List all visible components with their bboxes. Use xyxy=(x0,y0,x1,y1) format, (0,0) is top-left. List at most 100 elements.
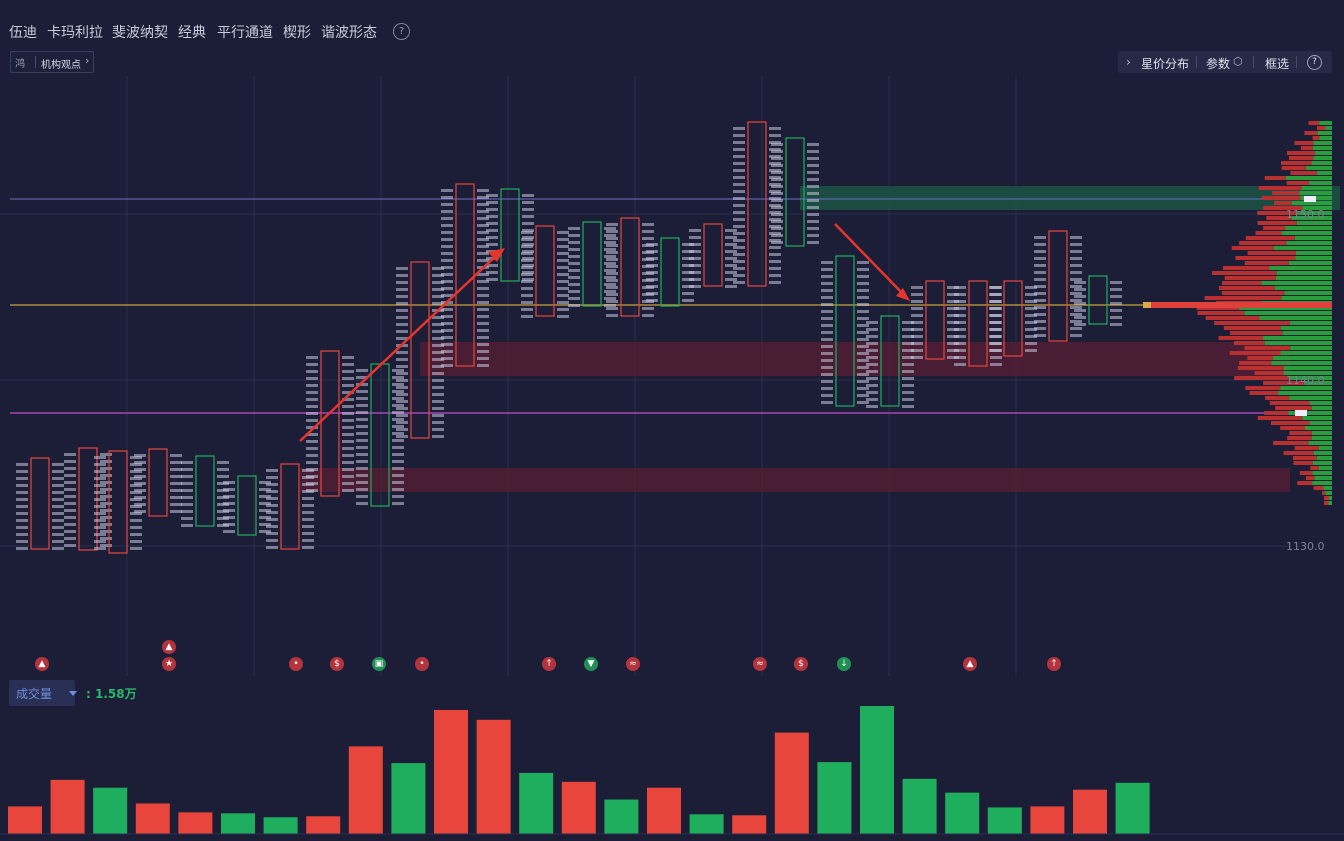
footprint-cell xyxy=(52,470,64,473)
footprint-cell xyxy=(771,213,783,216)
footprint-cell xyxy=(866,370,878,373)
profile-bar-down xyxy=(1278,391,1332,395)
profile-bar-down xyxy=(1319,121,1332,125)
profile-bar-up xyxy=(1244,261,1289,265)
footprint-cell xyxy=(432,379,444,382)
footprint-cell xyxy=(306,433,318,436)
event-marker-icon[interactable]: ↑ xyxy=(542,657,556,671)
event-marker-icon[interactable]: • xyxy=(289,657,303,671)
tool-fibonacci[interactable]: 斐波纳契 xyxy=(112,25,168,41)
footprint-cell xyxy=(441,189,453,192)
event-marker-icon[interactable]: ≈ xyxy=(753,657,767,671)
footprint-cell xyxy=(16,477,28,480)
footprint-cell xyxy=(52,477,64,480)
footprint-cell xyxy=(486,278,498,281)
footprint-cell xyxy=(302,532,314,535)
event-marker-icon[interactable]: ↑ xyxy=(1047,657,1061,671)
footprint-cell xyxy=(807,199,819,202)
footprint-cell xyxy=(441,322,453,325)
event-marker-icon[interactable]: ≈ xyxy=(626,657,640,671)
profile-bar-up xyxy=(1286,151,1316,155)
expand-icon[interactable]: › xyxy=(1126,55,1131,69)
volume-select-label: 成交量 xyxy=(16,687,53,701)
profile-bar-up xyxy=(1264,176,1286,180)
footprint-cell xyxy=(954,307,966,310)
footprint-candle xyxy=(880,315,900,407)
footprint-cell xyxy=(604,304,616,307)
profile-bar-up xyxy=(1263,226,1286,230)
footprint-cell xyxy=(857,261,869,264)
footprint-cell xyxy=(807,178,819,181)
footprint-cell xyxy=(441,329,453,332)
footprint-cell xyxy=(557,287,569,290)
footprint-cell xyxy=(302,504,314,507)
params-icon[interactable]: ⬡ xyxy=(1233,55,1243,68)
footprint-cell xyxy=(64,467,76,470)
params-button[interactable]: 参数 xyxy=(1206,57,1231,71)
profile-bar-down xyxy=(1313,141,1332,145)
volume-bar xyxy=(306,816,341,834)
footprint-cell xyxy=(769,211,781,214)
event-marker-icon[interactable]: ▲ xyxy=(35,657,49,671)
footprint-cell xyxy=(266,525,278,528)
footprint-cell xyxy=(604,248,616,251)
help-icon[interactable]: ? xyxy=(393,23,410,40)
footprint-cell xyxy=(557,266,569,269)
volume-bar xyxy=(1073,789,1107,834)
profile-bar-up xyxy=(1294,141,1314,145)
profile-bar-down xyxy=(1290,346,1332,350)
footprint-cell xyxy=(902,342,914,345)
footprint-cell xyxy=(821,289,833,292)
event-marker-icon[interactable]: ▣ xyxy=(372,657,386,671)
footprint-cell xyxy=(266,546,278,549)
footprint-cell xyxy=(181,496,193,499)
volume-bar xyxy=(604,799,639,834)
tool-camarilla[interactable]: 卡玛利拉 xyxy=(47,25,103,41)
footprint-cell xyxy=(733,134,745,137)
footprint-cell xyxy=(52,491,64,494)
event-marker-icon[interactable]: ▲ xyxy=(162,640,176,654)
footprint-cell xyxy=(356,481,368,484)
tool-harmonic-pattern[interactable]: 谐波形态 xyxy=(321,25,377,41)
footprint-cell xyxy=(477,231,489,234)
footprint-cell xyxy=(441,350,453,353)
event-marker-icon[interactable]: $ xyxy=(330,657,344,671)
footprint-cell xyxy=(1025,321,1037,324)
institution-view-button[interactable]: 鸿 机构观点 › xyxy=(10,51,94,73)
footprint-cell xyxy=(130,526,142,529)
footprint-cell xyxy=(432,393,444,396)
footprint-cell xyxy=(606,272,618,275)
footprint-cell xyxy=(866,321,878,324)
price-distribution-button[interactable]: 星价分布 xyxy=(1141,57,1190,71)
value-area-band xyxy=(300,468,1290,492)
footprint-chart[interactable] xyxy=(0,76,1344,676)
footprint-cell xyxy=(857,401,869,404)
event-marker-icon[interactable]: ★ xyxy=(162,657,176,671)
footprint-cell xyxy=(356,411,368,414)
footprint-cell xyxy=(522,215,534,218)
event-marker-icon[interactable]: ▼ xyxy=(584,657,598,671)
tool-woodie[interactable]: 伍迪 xyxy=(9,25,37,41)
footprint-cell xyxy=(557,273,569,276)
footprint-cell xyxy=(477,364,489,367)
footprint-cell xyxy=(396,400,408,403)
event-marker-icon[interactable]: $ xyxy=(794,657,808,671)
profile-bar-down xyxy=(1285,226,1332,230)
footprint-cell xyxy=(477,252,489,255)
tool-wedge[interactable]: 楔形 xyxy=(283,25,311,41)
footprint-cell xyxy=(902,384,914,387)
footprint-cell xyxy=(392,453,404,456)
footprint-cell xyxy=(94,456,106,459)
footprint-cell xyxy=(568,276,580,279)
footprint-cell xyxy=(134,503,146,506)
box-select-button[interactable]: 框选 xyxy=(1265,57,1290,71)
event-marker-icon[interactable]: ▲ xyxy=(963,657,977,671)
tool-parallel-channel[interactable]: 平行通道 xyxy=(217,25,273,41)
tool-classic[interactable]: 经典 xyxy=(178,25,206,41)
footprint-cell xyxy=(771,206,783,209)
help-icon[interactable]: ? xyxy=(1307,55,1322,70)
volume-indicator-select[interactable]: 成交量 xyxy=(9,680,77,706)
event-marker-icon[interactable]: ↓ xyxy=(837,657,851,671)
event-marker-icon[interactable]: • xyxy=(415,657,429,671)
footprint-cell xyxy=(356,369,368,372)
